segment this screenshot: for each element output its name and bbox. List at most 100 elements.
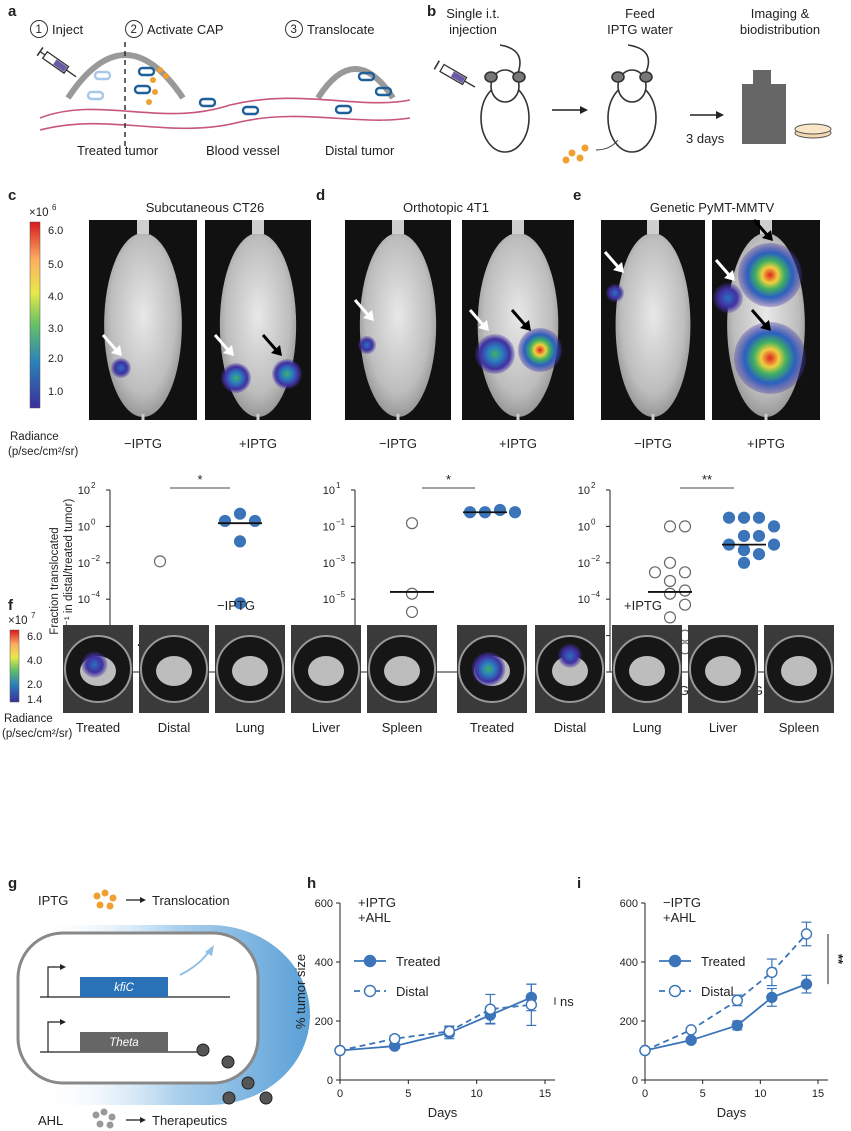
panel-c-header: c Subcutaneous CT26 d Orthotopic 4T1 e G… [8, 187, 774, 215]
panel-h-letter: h i [307, 875, 581, 892]
panel-a: a 1 Inject 2 Activate CAP 3 Translocate [8, 3, 411, 158]
y-tick-label: 0 [327, 1075, 333, 1087]
organ-image [367, 625, 437, 713]
bacteria-group [86, 66, 393, 116]
g-gene-theta [80, 1032, 168, 1052]
data-point [767, 538, 781, 551]
y-tick-label: 400 [620, 957, 638, 969]
y-tick-exponent: −1 [336, 517, 346, 526]
data-point [678, 566, 692, 579]
mouse-nose [392, 220, 404, 234]
data-point [800, 928, 813, 940]
significance-label: * [446, 472, 451, 487]
y-axis-label-line2: (CFU g⁻¹ in distal/treated tumor) [63, 499, 75, 664]
white-arrow-icon [714, 259, 735, 281]
panel-letter-a: a [8, 3, 17, 20]
b-delay: 3 days [686, 131, 725, 146]
data-point [663, 556, 677, 569]
condition-label: +AHL [663, 910, 696, 925]
legend-marker [363, 954, 377, 968]
colorbar-c-tick: 4.0 [48, 291, 63, 303]
arrow-head [724, 270, 735, 281]
arrow-head [613, 262, 624, 273]
data-point [663, 587, 677, 600]
bioluminescence-signal [475, 334, 515, 374]
data-point [443, 1025, 456, 1038]
organ-tissue [156, 656, 192, 686]
data-point [663, 574, 677, 588]
y-tick-label: 10 [78, 485, 90, 497]
data-point [233, 535, 247, 548]
condition-label: −IPTG [634, 436, 672, 451]
colorbar-c-exp: 6 [52, 203, 57, 212]
mouse-image [205, 220, 311, 420]
mouse-body [477, 233, 559, 417]
data-point [493, 503, 507, 517]
g-therapeutics: Therapeutics [152, 1113, 228, 1128]
organ-label: Lung [633, 720, 662, 735]
arrow-shaft [353, 299, 371, 317]
step-2-label: Activate CAP [147, 22, 224, 37]
imager-icon [742, 70, 786, 144]
organ-label: Liver [312, 720, 341, 735]
data-point [405, 517, 419, 530]
organ-image [63, 625, 133, 713]
data-point [334, 1044, 346, 1057]
y-tick-label: 400 [315, 957, 333, 969]
y-tick-label: 10 [323, 521, 335, 533]
arrow-shaft [468, 309, 486, 327]
iptg-dots [562, 144, 589, 164]
label-treated-tumor: Treated tumor [77, 143, 159, 158]
series-line-treated [339, 996, 532, 1052]
mouse-nose [252, 220, 264, 234]
mouse-image [601, 220, 705, 420]
data-point [731, 1019, 743, 1032]
g-promoter-1 [47, 966, 60, 997]
x-tick-label: 10 [471, 1088, 483, 1100]
data-point [405, 605, 419, 619]
arrow-head [363, 310, 374, 321]
x-tick-label: 0 [337, 1088, 343, 1100]
bioluminescence-signal [713, 283, 743, 313]
data-point [678, 598, 692, 611]
bioluminescence-signal [471, 652, 506, 686]
significance-label: * [197, 472, 202, 487]
g-iptg: IPTG [38, 893, 68, 908]
y-tick-label: 10 [78, 558, 90, 570]
x-tick-label: 10 [754, 1088, 766, 1100]
y-tick-label: 10 [78, 594, 90, 606]
g-iptg-dots [93, 889, 117, 910]
arrow-head [760, 320, 771, 331]
data-point [678, 584, 692, 597]
bioluminescence-signal [558, 643, 582, 668]
step-3-number: 3 [291, 24, 297, 36]
colorbar-c: ×10 6 6.0 5.0 4.0 3.0 2.0 1.0 Radiance (… [8, 203, 78, 458]
data-point [752, 511, 766, 524]
b-step3-line2: biodistribution [740, 22, 820, 37]
panel-letter-f: f [8, 597, 14, 614]
white-arrow-icon [101, 334, 122, 356]
significance-label: ** [702, 472, 712, 487]
syringe-icon-b [433, 60, 476, 88]
data-point [525, 999, 538, 1011]
g-export-arrowhead [205, 945, 214, 956]
legend-label: Treated [396, 954, 440, 969]
b-step3-line1: Imaging & [751, 6, 810, 21]
condition-label: +IPTG [358, 895, 396, 910]
mouse-image [712, 219, 820, 420]
g-arrowhead-1 [140, 897, 146, 903]
x-tick-label: 5 [700, 1088, 706, 1100]
y-tick-exponent: −5 [336, 590, 346, 599]
arrow-head [520, 320, 531, 331]
y-tick-label: 600 [620, 898, 638, 910]
step-3-circle [285, 20, 303, 38]
organ-tissue [384, 656, 420, 686]
data-point [639, 1044, 651, 1057]
data-point [767, 520, 781, 533]
colorbar-f-gradient [9, 629, 20, 703]
arrow-head [223, 345, 234, 356]
x-axis-label: Days [717, 1105, 747, 1120]
arrow-shaft [101, 334, 119, 352]
colorbar-c-gradient [29, 221, 41, 409]
b-step2-line1: Feed [625, 6, 655, 21]
